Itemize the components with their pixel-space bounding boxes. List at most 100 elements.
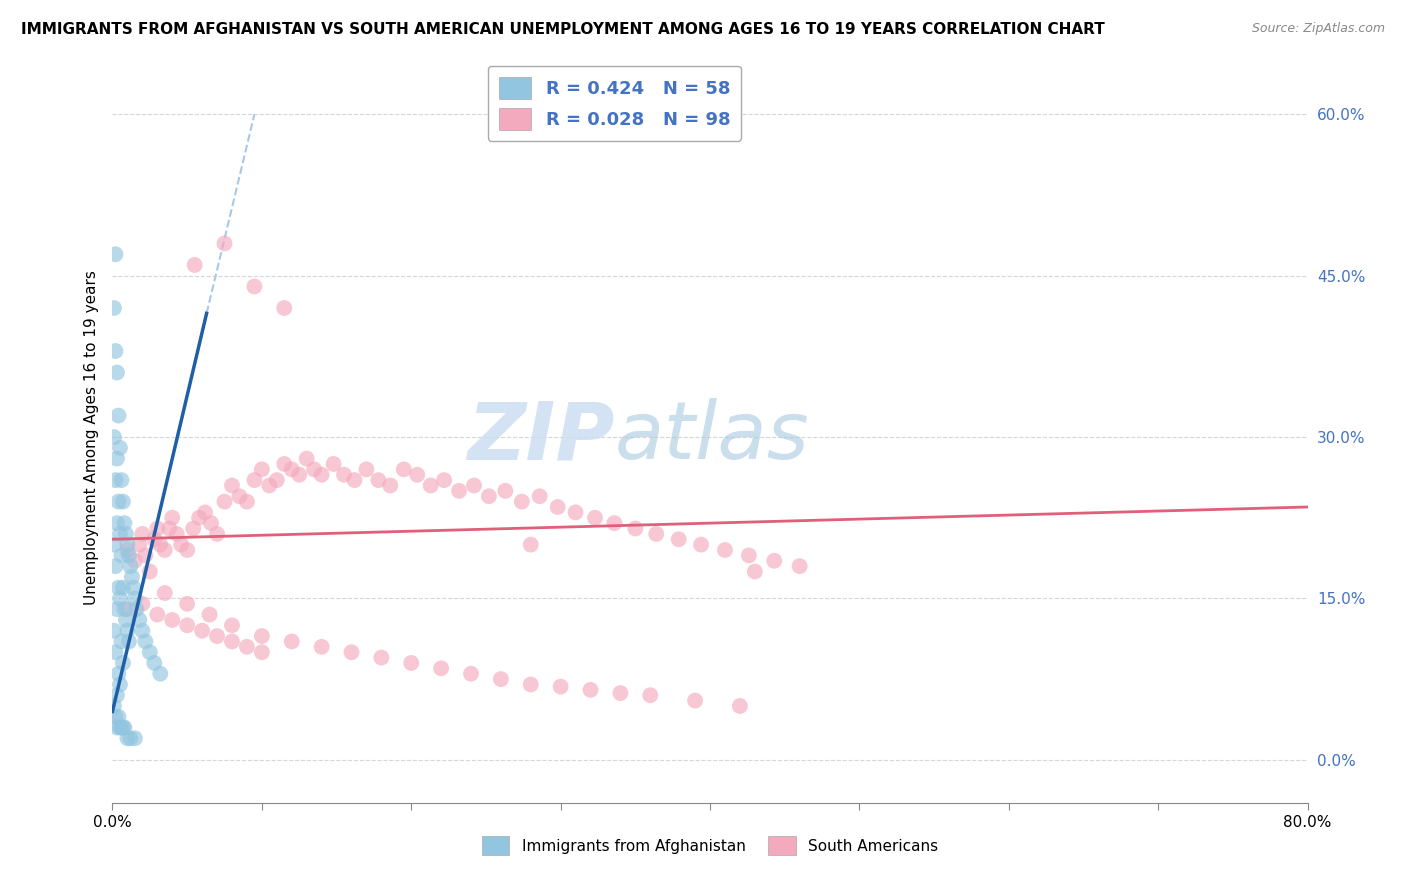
Point <box>510 494 533 508</box>
Point <box>146 521 169 535</box>
Point <box>128 613 150 627</box>
Point <box>243 473 266 487</box>
Point <box>110 473 132 487</box>
Point <box>343 473 366 487</box>
Point <box>236 494 259 508</box>
Point <box>153 586 176 600</box>
Point <box>111 494 134 508</box>
Point <box>107 710 129 724</box>
Point <box>118 549 141 563</box>
Point <box>131 597 153 611</box>
Point <box>690 538 713 552</box>
Text: IMMIGRANTS FROM AFGHANISTAN VS SOUTH AMERICAN UNEMPLOYMENT AMONG AGES 16 TO 19 Y: IMMIGRANTS FROM AFGHANISTAN VS SOUTH AME… <box>21 22 1105 37</box>
Point <box>478 489 501 503</box>
Point <box>117 543 139 558</box>
Point <box>107 409 129 423</box>
Point <box>214 236 236 251</box>
Point <box>162 510 183 524</box>
Point <box>107 494 129 508</box>
Point <box>579 682 602 697</box>
Point <box>489 672 512 686</box>
Point <box>302 462 325 476</box>
Point <box>166 527 188 541</box>
Point <box>107 581 129 595</box>
Point <box>103 430 125 444</box>
Point <box>564 505 586 519</box>
Point <box>194 505 217 519</box>
Point <box>139 645 162 659</box>
Point <box>105 602 128 616</box>
Point <box>205 629 228 643</box>
Point <box>714 543 737 558</box>
Point <box>205 527 228 541</box>
Point <box>183 258 205 272</box>
Y-axis label: Unemployment Among Ages 16 to 19 years: Unemployment Among Ages 16 to 19 years <box>83 269 98 605</box>
Point <box>103 301 125 315</box>
Point <box>108 591 131 606</box>
Point <box>609 686 631 700</box>
Point <box>104 559 127 574</box>
Point <box>243 279 266 293</box>
Point <box>149 538 172 552</box>
Point <box>250 645 273 659</box>
Point <box>110 634 132 648</box>
Point <box>333 467 356 482</box>
Point <box>370 650 392 665</box>
Point <box>104 473 127 487</box>
Point <box>111 581 134 595</box>
Point <box>105 451 128 466</box>
Point <box>107 666 129 681</box>
Point <box>520 677 543 691</box>
Point <box>744 565 766 579</box>
Point <box>105 366 128 380</box>
Point <box>430 661 453 675</box>
Point <box>356 462 378 476</box>
Point <box>131 527 153 541</box>
Point <box>103 538 125 552</box>
Point <box>124 731 146 746</box>
Point <box>494 483 516 498</box>
Point <box>105 688 128 702</box>
Point <box>176 543 198 558</box>
Point <box>115 613 138 627</box>
Point <box>460 666 482 681</box>
Point <box>176 618 198 632</box>
Point <box>228 489 250 503</box>
Point <box>311 467 333 482</box>
Point <box>529 489 551 503</box>
Point <box>118 634 141 648</box>
Point <box>311 640 333 654</box>
Legend: Immigrants from Afghanistan, South Americans: Immigrants from Afghanistan, South Ameri… <box>475 830 945 861</box>
Point <box>640 688 662 702</box>
Point <box>111 721 134 735</box>
Point <box>668 533 690 547</box>
Point <box>221 478 243 492</box>
Point <box>236 640 259 654</box>
Point <box>250 462 273 476</box>
Point <box>419 478 441 492</box>
Point <box>367 473 389 487</box>
Point <box>131 624 153 638</box>
Point <box>176 597 198 611</box>
Point <box>401 656 423 670</box>
Point <box>124 554 146 568</box>
Point <box>433 473 456 487</box>
Point <box>550 680 572 694</box>
Point <box>125 602 148 616</box>
Point <box>645 527 668 541</box>
Point <box>380 478 402 492</box>
Point <box>108 527 131 541</box>
Point <box>295 451 318 466</box>
Point <box>763 554 786 568</box>
Point <box>162 613 183 627</box>
Point <box>121 570 143 584</box>
Point <box>322 457 344 471</box>
Point <box>281 634 304 648</box>
Point <box>583 510 606 524</box>
Point <box>221 618 243 632</box>
Point <box>188 510 211 524</box>
Point <box>170 538 193 552</box>
Point <box>120 559 142 574</box>
Point <box>281 462 304 476</box>
Point <box>547 500 569 514</box>
